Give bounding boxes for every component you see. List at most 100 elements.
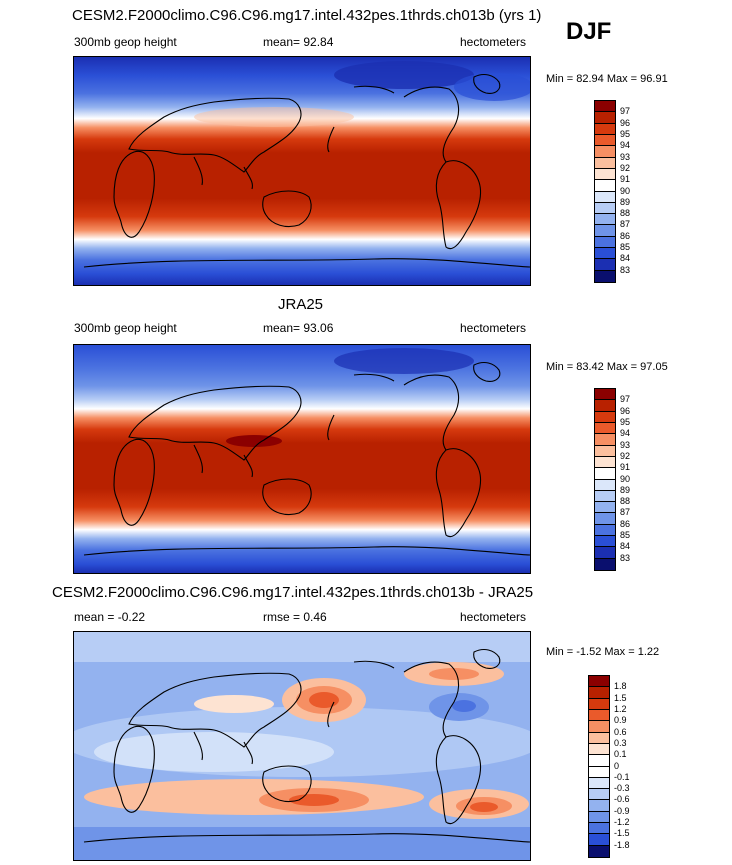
colorbar-tick-label: 83 [620, 552, 631, 563]
colorbar-segment [595, 389, 615, 401]
panel3-min-natlantic-core [452, 700, 476, 712]
panel1-trough-siberia [334, 61, 474, 89]
panel1-variable-label: 300mb geop height [74, 35, 177, 49]
colorbar-tick-label: -1.2 [614, 817, 630, 828]
panel1-coastlines [83, 73, 530, 268]
colorbar-tick-label: 92 [620, 450, 631, 461]
panel3-minmax: Min = -1.52 Max = 1.22 [546, 646, 660, 658]
panel2-title: JRA25 [278, 296, 324, 313]
colorbar-segment [595, 524, 615, 537]
colorbar-segment [595, 411, 615, 423]
panel2-units: hectometers [460, 321, 527, 335]
colorbar-segment [589, 676, 609, 688]
colorbar-tick-label: 93 [620, 439, 631, 450]
colorbar-tick-label: 89 [620, 196, 631, 207]
panel1-ridge-pacific [194, 107, 354, 127]
colorbar-segment [595, 180, 615, 192]
colorbar-tick-label: 1.8 [614, 681, 627, 692]
panel3-title: CESM2.F2000climo.C96.C96.mg17.intel.432p… [52, 584, 534, 601]
panel3-mean: mean = -0.22 [74, 610, 146, 624]
panel3-s-atlantic-max [470, 802, 498, 812]
panel3-band-antarctic [74, 827, 530, 860]
colorbar-segment [595, 225, 615, 237]
colorbar-tick-label: -1.8 [614, 839, 630, 850]
colorbar-tick-label: 88 [620, 496, 631, 507]
colorbar-tick-label: 87 [620, 219, 631, 230]
colorbar-segment [595, 445, 615, 457]
colorbar-segment [595, 422, 615, 435]
panel1-title: CESM2.F2000climo.C96.C96.mg17.intel.432p… [72, 7, 542, 24]
colorbar-tick-label: 90 [620, 473, 631, 484]
colorbar-segment [595, 191, 615, 203]
panel3-map [73, 631, 531, 861]
colorbar-tick-label: 0.3 [614, 737, 627, 748]
colorbar-tick-label: 85 [620, 530, 631, 541]
panel3-rmse: rmse = 0.46 [263, 610, 327, 624]
colorbar-segment [589, 823, 609, 835]
colorbar-tick-label: 86 [620, 230, 631, 241]
panel3-weak-tropics [94, 732, 334, 772]
colorbar-segment [595, 502, 615, 514]
colorbar-tick-label: -0.1 [614, 771, 630, 782]
panel3-units: hectometers [460, 610, 527, 624]
panel3-arctic-core [429, 668, 479, 680]
colorbar-tick-label: 94 [620, 428, 631, 439]
colorbar-tick-label: 91 [620, 462, 631, 473]
colorbar-segment [589, 687, 609, 699]
colorbar-segment [595, 490, 615, 503]
colorbar-segment [589, 800, 609, 812]
colorbar-segment [589, 811, 609, 824]
colorbar-segment [589, 834, 609, 846]
colorbar-tick-label: -0.3 [614, 783, 630, 794]
colorbar-segment [595, 270, 615, 282]
colorbar-segment [595, 168, 615, 181]
colorbar-segment [595, 558, 615, 570]
colorbar-tick-label: 97 [620, 106, 631, 117]
panel2-coastlines [83, 361, 530, 556]
colorbar-segment [595, 248, 615, 260]
colorbar-tick-label: -1.5 [614, 828, 630, 839]
colorbar-tick-label: 0.6 [614, 726, 627, 737]
colorbar-tick-label: 85 [620, 242, 631, 253]
colorbar-tick-label: 83 [620, 264, 631, 275]
colorbar-segment [595, 214, 615, 226]
panel2-colorbar [594, 388, 616, 571]
colorbar-tick-label: 84 [620, 541, 631, 552]
colorbar-tick-label: 95 [620, 416, 631, 427]
panel3-south-max [289, 794, 339, 806]
colorbar-segment [595, 123, 615, 135]
panel1-map [73, 56, 531, 286]
panel3-band-north [74, 632, 530, 662]
colorbar-segment [595, 400, 615, 412]
colorbar-tick-label: 91 [620, 174, 631, 185]
panel2-map-svg [74, 345, 530, 573]
colorbar-tick-label: 95 [620, 128, 631, 139]
colorbar-tick-label: 97 [620, 394, 631, 405]
colorbar-tick-label: 1.2 [614, 703, 627, 714]
colorbar-segment [595, 202, 615, 215]
colorbar-tick-label: 0.1 [614, 749, 627, 760]
colorbar-tick-label: 88 [620, 208, 631, 219]
colorbar-segment [595, 434, 615, 446]
colorbar-segment [595, 146, 615, 158]
colorbar-tick-label: 94 [620, 140, 631, 151]
colorbar-tick-label: 96 [620, 405, 631, 416]
panel2-variable-label: 300mb geop height [74, 321, 177, 335]
panel2-map [73, 344, 531, 574]
panel1-mean: mean= 92.84 [263, 35, 334, 49]
colorbar-tick-label: 0.9 [614, 715, 627, 726]
colorbar-segment [595, 513, 615, 525]
colorbar-segment [595, 157, 615, 169]
colorbar-segment [595, 468, 615, 480]
colorbar-segment [589, 709, 609, 722]
colorbar-segment [589, 698, 609, 710]
panel1-minmax: Min = 82.94 Max = 96.91 [546, 73, 668, 85]
colorbar-tick-label: 1.5 [614, 692, 627, 703]
panel1-trough-canada [454, 73, 530, 101]
panel3-colorbar [588, 675, 610, 858]
colorbar-tick-label: 86 [620, 518, 631, 529]
panel2-trough-siberia [334, 348, 474, 374]
panel1-colorbar [594, 100, 616, 283]
panel1-map-svg [74, 57, 530, 285]
colorbar-segment [595, 547, 615, 559]
